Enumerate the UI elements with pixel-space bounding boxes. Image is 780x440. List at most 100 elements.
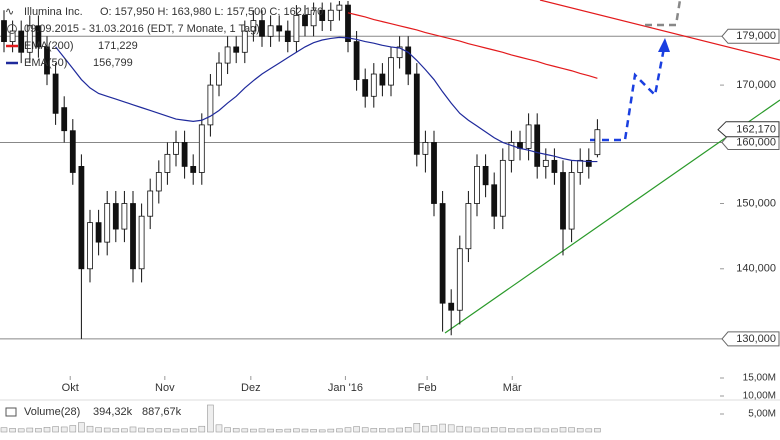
- subtitle: 09.09.2015 - 31.03.2016 (EDT, 7 Monate, …: [24, 23, 260, 35]
- candle-body: [35, 25, 42, 48]
- candle-body: [431, 142, 437, 204]
- candle-body: [87, 222, 93, 270]
- volume-label: 394,32k: [93, 406, 133, 418]
- candle-body: [319, 9, 326, 21]
- volume-bar: [585, 428, 593, 433]
- volume-bar: [17, 428, 25, 433]
- resistance-trendline: [539, 0, 780, 61]
- candle-body: [525, 124, 532, 149]
- volume-bar: [327, 428, 335, 433]
- x-tick-label: Feb: [418, 382, 437, 394]
- price-box-label: 160,000: [736, 136, 776, 148]
- candle-body: [130, 203, 136, 270]
- candle-body: [1, 20, 7, 42]
- volume-bar: [224, 427, 231, 433]
- candle-body: [362, 79, 369, 97]
- y2-tick-label: 10,00M: [743, 391, 776, 402]
- candle-body: [112, 203, 119, 230]
- volume-bar: [181, 428, 188, 433]
- candle-body: [310, 9, 317, 27]
- candle-body: [147, 190, 154, 217]
- volume-name: Volume(28): [24, 406, 80, 418]
- volume-bar: [232, 428, 240, 433]
- x-tick-label: Dez: [241, 382, 261, 394]
- candle-body: [422, 142, 429, 155]
- legend-value: 156,799: [93, 57, 133, 69]
- last-price-box: [717, 121, 780, 138]
- candle-body: [396, 46, 403, 59]
- legend-name: EMA(200): [24, 40, 74, 52]
- candle-body: [585, 159, 592, 167]
- y-tick-label: 140,000: [736, 263, 776, 275]
- candle-body: [224, 46, 231, 64]
- volume-bar: [267, 428, 274, 433]
- volume-bar: [353, 426, 360, 433]
- volume-bar: [86, 425, 94, 433]
- volume-bar: [533, 427, 541, 433]
- chart-header: Illumina Inc. O: 157,950 H: 163,980 L: 15…: [5, 6, 323, 69]
- price-box-label: 179,000: [736, 30, 776, 42]
- candle-body: [388, 57, 394, 86]
- volume-bar: [508, 428, 515, 433]
- volume-bar: [172, 428, 180, 433]
- candle-body: [259, 20, 265, 37]
- candle-body: [26, 25, 33, 53]
- volume-bar: [138, 427, 145, 433]
- candle-body: [155, 172, 162, 192]
- clock-icon: [7, 24, 17, 34]
- price-box: [721, 331, 780, 347]
- drawings: [444, 0, 780, 334]
- projection-gray: [645, 0, 682, 27]
- candle-body: [250, 20, 257, 32]
- volume-bar: [198, 425, 206, 433]
- candle-body: [198, 124, 205, 173]
- volume-bar: [456, 425, 464, 433]
- candle-body: [276, 25, 283, 32]
- ema-line: [55, 36, 598, 163]
- volume-bar: [215, 424, 223, 433]
- volume-bar: [60, 426, 68, 433]
- candle-body: [207, 84, 214, 126]
- volume-bar: [78, 422, 85, 433]
- volume-bar: [465, 426, 472, 433]
- candle-body: [379, 73, 386, 86]
- candle-body: [465, 203, 472, 250]
- volume-bar: [396, 427, 403, 433]
- candle-body: [173, 142, 179, 155]
- volume-bar: [568, 427, 575, 433]
- volume-bar: [318, 429, 326, 433]
- volume-bar: [284, 428, 292, 433]
- volume-bar: [439, 423, 446, 433]
- ema-line: [347, 12, 598, 79]
- last-price-label: 162,170: [736, 124, 776, 136]
- volume-bar: [43, 427, 51, 433]
- price-box: [721, 28, 780, 44]
- volume-bar: [103, 427, 111, 433]
- candle-body: [44, 46, 50, 75]
- y2-tick-label: 15,00M: [743, 373, 776, 384]
- projection-arrow: [590, 47, 666, 142]
- candle-body: [95, 222, 102, 243]
- volume-bar: [336, 428, 343, 433]
- candle-body: [405, 46, 412, 75]
- candle-body: [551, 159, 558, 173]
- candle-body: [104, 203, 111, 243]
- volume-bar: [146, 428, 154, 433]
- ohlc-text: O: 157,950 H: 163,980 L: 157,500 C: 162,…: [100, 6, 323, 18]
- candle-body: [491, 184, 498, 217]
- candle-body: [413, 73, 420, 155]
- candle-body: [52, 73, 59, 114]
- candle-body: [353, 41, 360, 80]
- candle-body: [216, 62, 222, 86]
- candle-body: [508, 142, 515, 161]
- y-tick-label: 170,000: [736, 79, 776, 91]
- volume-bar: [361, 427, 369, 433]
- candle-body: [336, 4, 343, 11]
- volume-bar: [26, 427, 34, 433]
- volume-bar: [95, 427, 102, 433]
- x-tick-label: Mär: [503, 382, 522, 394]
- volume-bar: [413, 423, 421, 433]
- volume-bar: [164, 428, 171, 433]
- volume-bar: [112, 428, 120, 433]
